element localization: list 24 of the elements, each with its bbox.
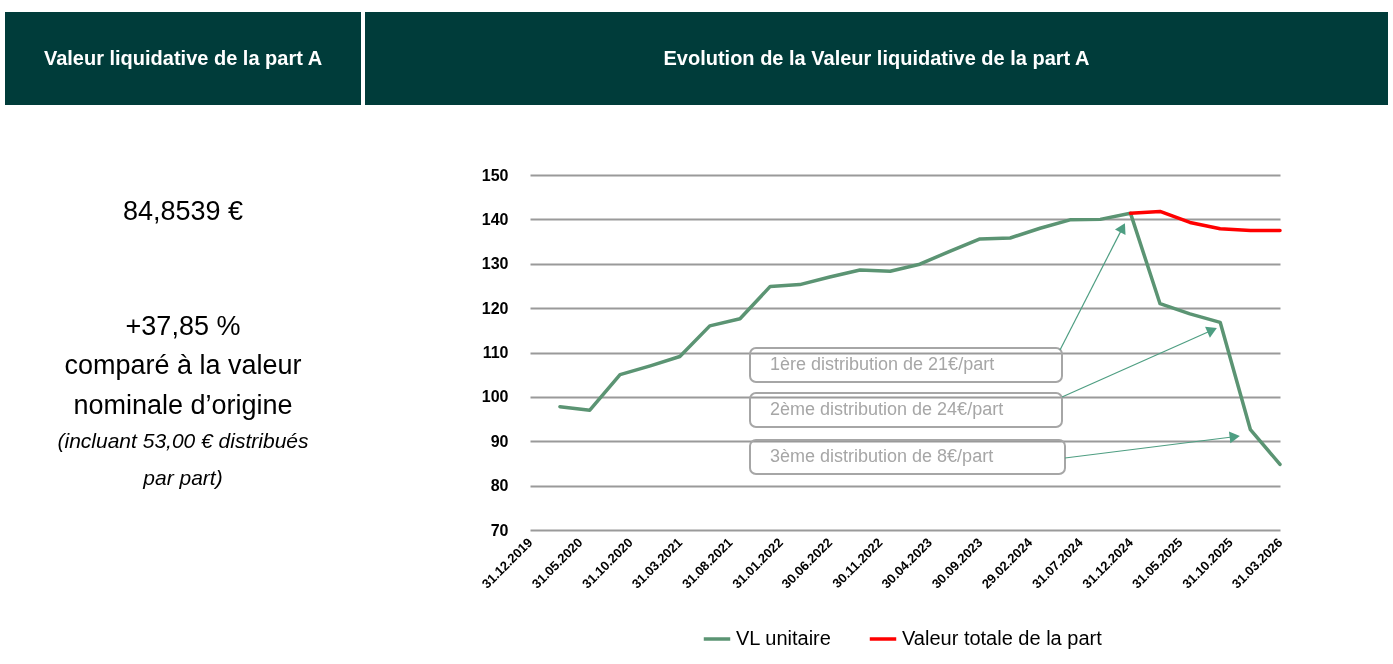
text: Valeur liquidative de la part A xyxy=(43,46,323,69)
y-tick-label: 110 xyxy=(482,344,509,361)
line-series xyxy=(558,211,1282,467)
y-tick-label: 70 xyxy=(490,521,509,539)
text: (incluant 53,00 € distribués xyxy=(57,429,309,452)
legend-label: VL unitaire xyxy=(736,627,831,649)
y-tick-label: 80 xyxy=(490,477,509,495)
y-tick-label: 130 xyxy=(481,255,509,273)
text: +37,85 % xyxy=(125,311,241,341)
chart-title: Evolution de la Valeur liquidative de la part A xyxy=(663,46,1090,69)
annotation: 3ème distribution de 8€/part xyxy=(770,446,994,466)
line-series xyxy=(1128,209,1282,233)
text: nominale d’origine xyxy=(73,390,293,420)
y-tick-label: 90 xyxy=(490,432,509,450)
y-tick-label: 140 xyxy=(481,210,509,228)
y-tick-label: 120 xyxy=(481,299,509,317)
text: comparé à la valeur xyxy=(64,350,302,380)
text: 84,8539 € xyxy=(122,196,244,226)
legend-label: Valeur totale de la part xyxy=(902,627,1103,649)
text: par part) xyxy=(142,466,223,489)
y-tick-label: 100 xyxy=(481,388,509,406)
annotation: 2ème distribution de 24€/part xyxy=(770,399,1004,419)
y-tick-label: 150 xyxy=(481,166,509,184)
annotation: 1ère distribution de 21€/part xyxy=(770,354,995,374)
